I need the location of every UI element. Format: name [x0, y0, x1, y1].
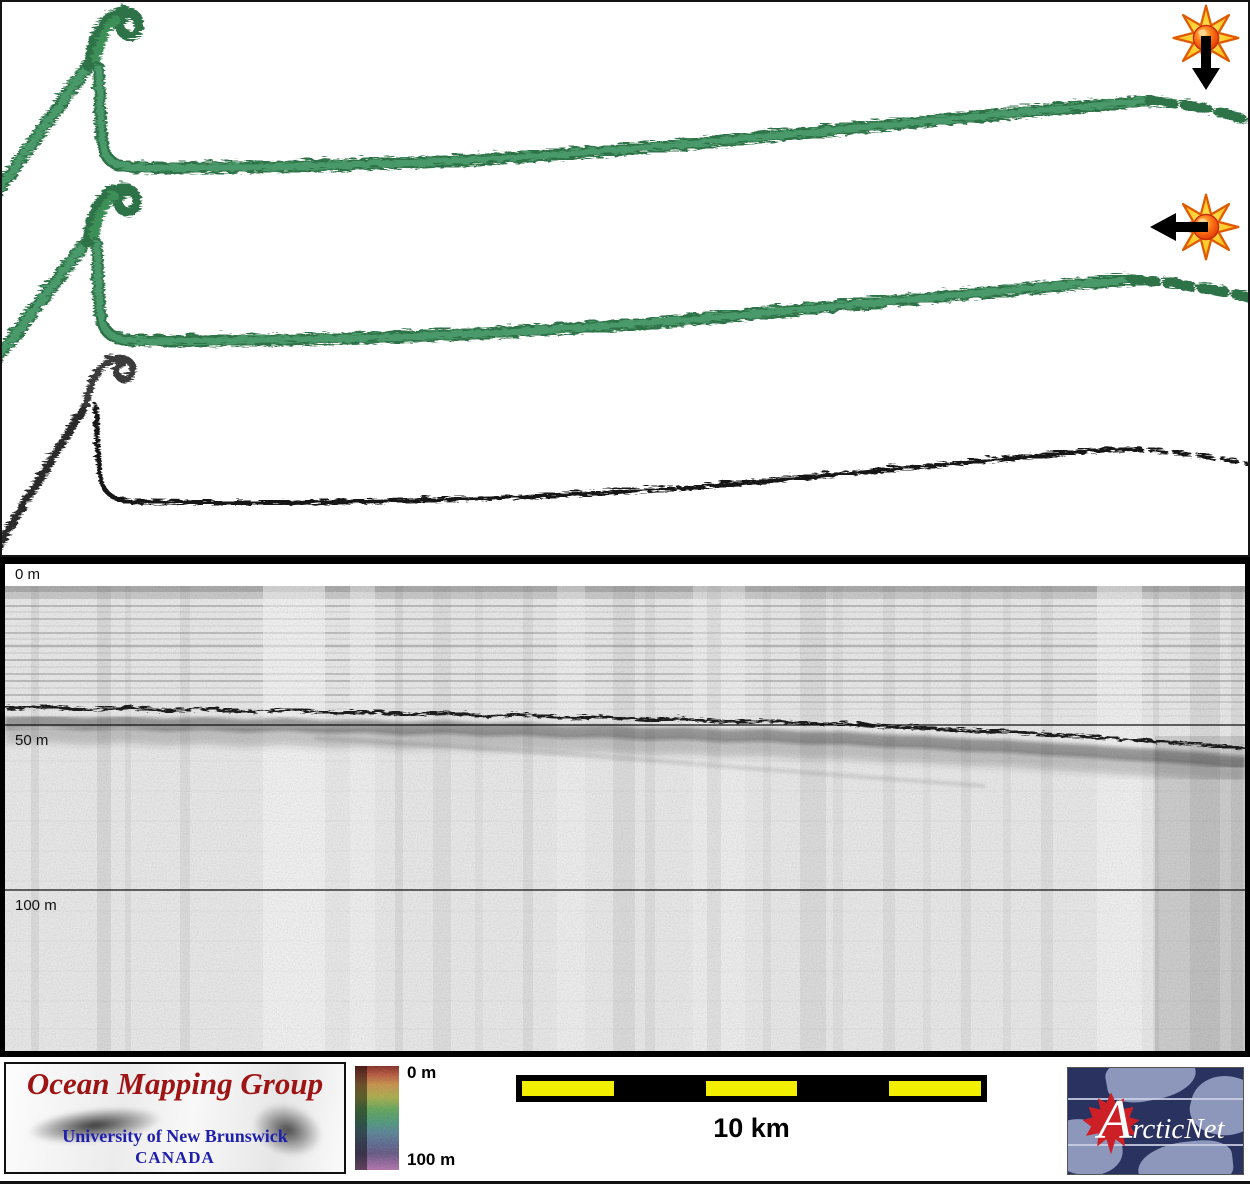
arcticnet-rest: rcticNet	[1132, 1113, 1225, 1145]
depth-label-0m: 0 m	[15, 566, 41, 583]
survey-tracks-graphic	[2, 4, 1248, 543]
sun-arrow-down-icon	[1172, 4, 1240, 90]
logo-divider-line	[1068, 1144, 1243, 1146]
sonar-echogram: 50 m 100 m	[5, 586, 1245, 1051]
scale-segment-black	[613, 1081, 706, 1096]
depth-label-50m: 50 m	[15, 732, 49, 749]
swath-track-green-2	[2, 180, 1248, 359]
arcticnet-wordmark: ArcticNet	[1098, 1089, 1243, 1151]
map-scale-bar	[516, 1075, 987, 1102]
omg-title: Ocean Mapping Group	[26, 1066, 324, 1101]
colorbar-graphic	[355, 1066, 399, 1170]
speckle-noise	[5, 586, 1245, 1051]
subbottom-profile-panel: 0 m	[0, 557, 1250, 1057]
colorbar-label-100m: 100 m	[407, 1150, 456, 1169]
survey-track-panel	[0, 0, 1250, 557]
scale-segment-black	[797, 1081, 890, 1096]
scale-segment-yellow	[889, 1081, 981, 1096]
page-bottom-border	[0, 1181, 1250, 1184]
seafloor-reflector	[5, 703, 1245, 787]
depth-label-band: 0 m	[5, 564, 1245, 586]
depth-colorbar	[355, 1066, 399, 1170]
scale-segment-yellow	[522, 1081, 614, 1096]
swath-track-green-1	[2, 4, 1248, 193]
ocean-mapping-group-logo: Ocean Mapping Group University of New Br…	[4, 1062, 346, 1174]
colorbar-label-0m: 0 m	[407, 1063, 437, 1082]
footer-strip: Ocean Mapping Group University of New Br…	[0, 1057, 1250, 1184]
logo-divider-line	[1068, 1098, 1243, 1100]
depth-label-100m: 100 m	[15, 897, 57, 914]
track-black-3	[2, 352, 1248, 543]
omg-country: CANADA	[135, 1148, 215, 1167]
scale-bar-label: 10 km	[713, 1113, 790, 1143]
sun-arrow-left-icon	[1150, 193, 1240, 261]
maple-leaf-icon	[1082, 1092, 1140, 1155]
arcticnet-logo: ArcticNet	[1067, 1067, 1244, 1175]
scale-segment-yellow	[705, 1081, 798, 1096]
echogram-graphic	[5, 586, 1245, 1051]
omg-institution: University of New Brunswick	[62, 1126, 288, 1146]
arcticnet-initial: A	[1098, 1089, 1133, 1151]
